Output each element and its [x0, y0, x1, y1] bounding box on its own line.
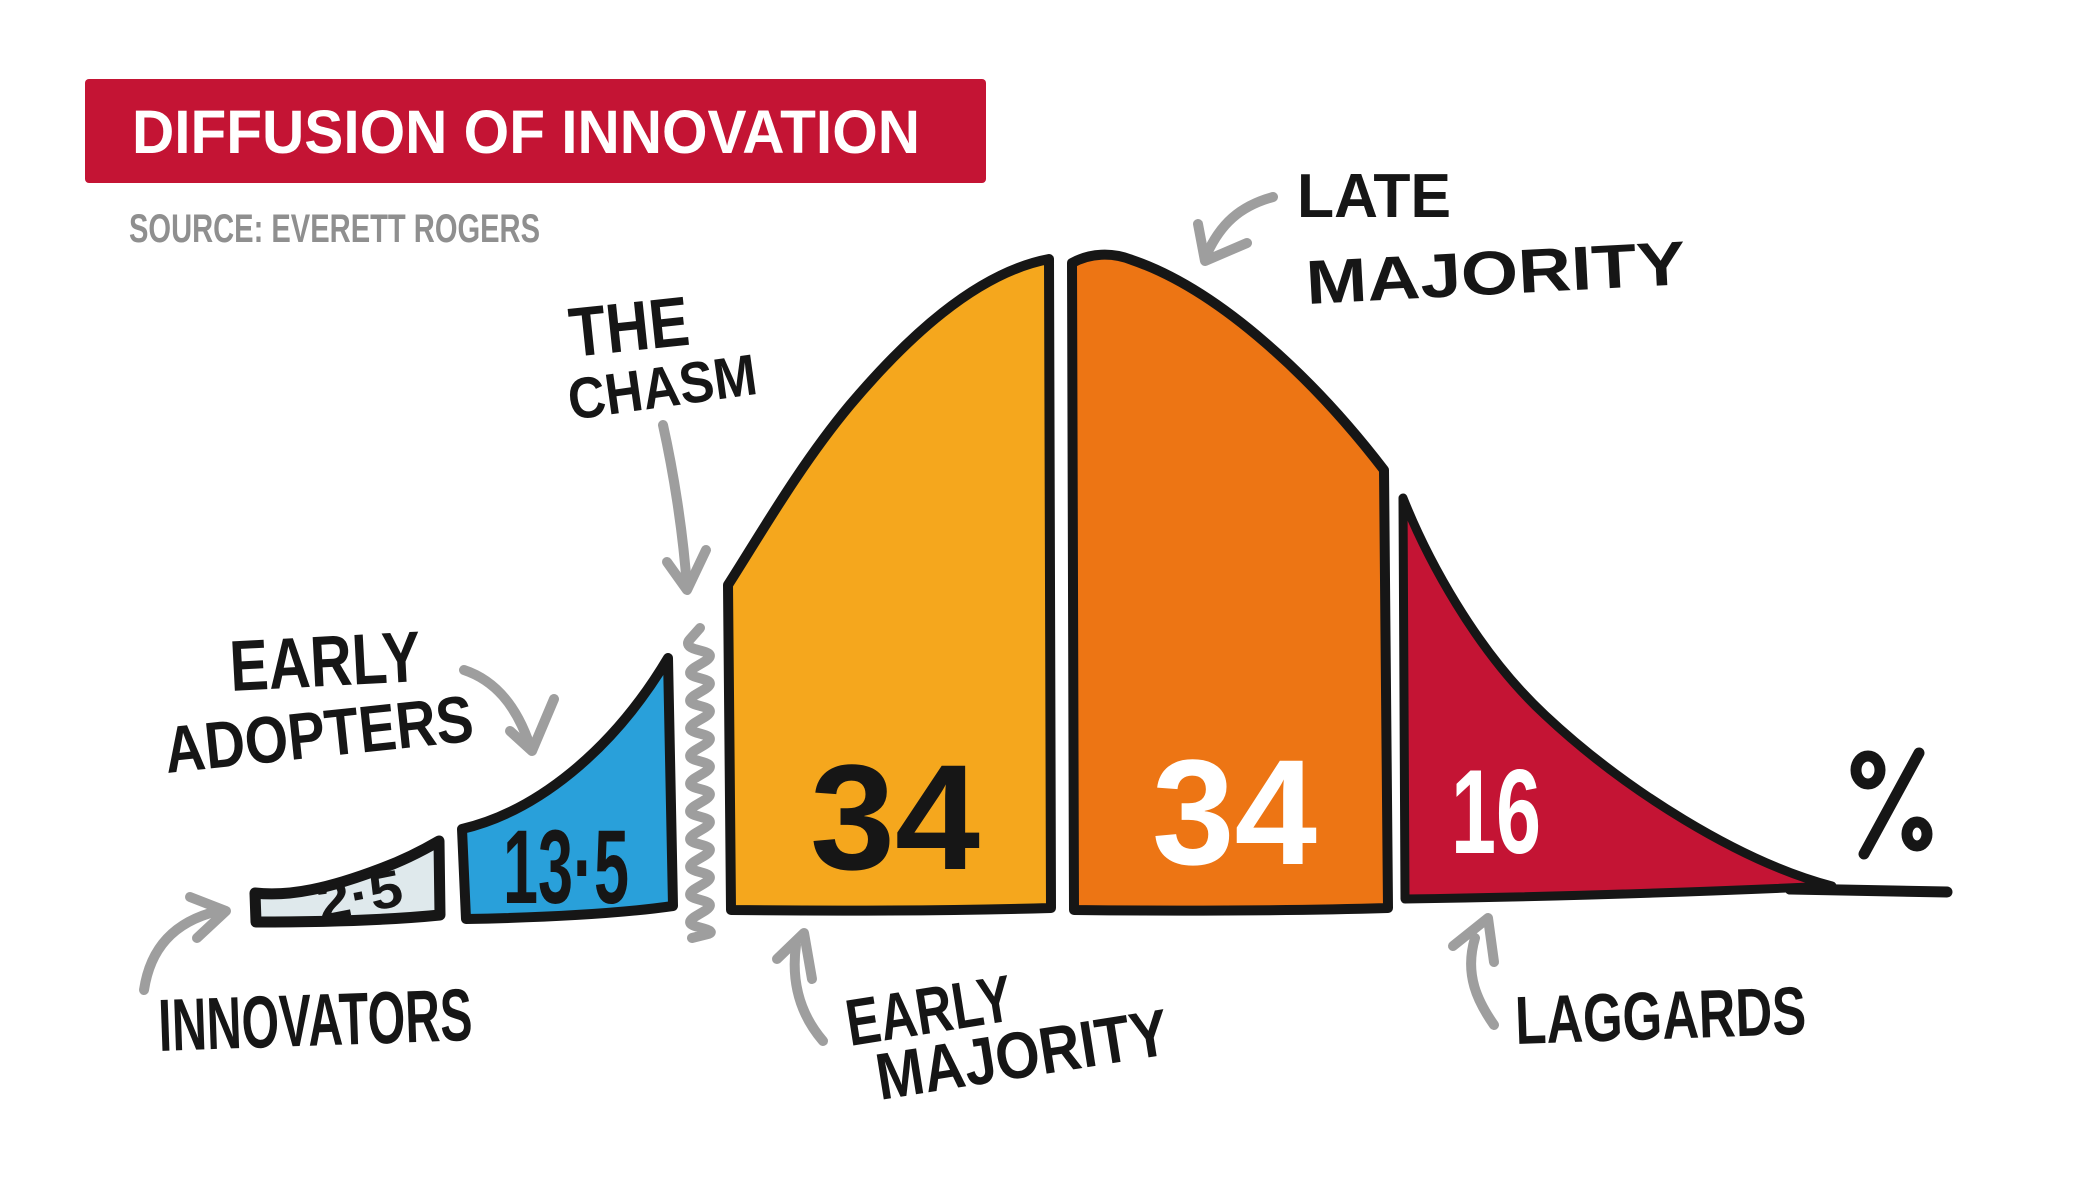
- svg-text:EARLY: EARLY: [228, 617, 423, 707]
- svg-text:34: 34: [810, 733, 980, 901]
- svg-text:34: 34: [1152, 728, 1317, 896]
- svg-text:13·5: 13·5: [503, 809, 629, 926]
- svg-text:16: 16: [1451, 745, 1541, 879]
- svg-text:LATE: LATE: [1297, 162, 1451, 231]
- svg-text:SOURCE: EVERETT ROGERS: SOURCE: EVERETT ROGERS: [129, 207, 540, 251]
- svg-text:LAGGARDS: LAGGARDS: [1514, 973, 1807, 1059]
- svg-text:INNOVATORS: INNOVATORS: [157, 973, 474, 1067]
- svg-text:DIFFUSION OF INNOVATION: DIFFUSION OF INNOVATION: [132, 98, 920, 166]
- svg-text:THE: THE: [565, 282, 692, 372]
